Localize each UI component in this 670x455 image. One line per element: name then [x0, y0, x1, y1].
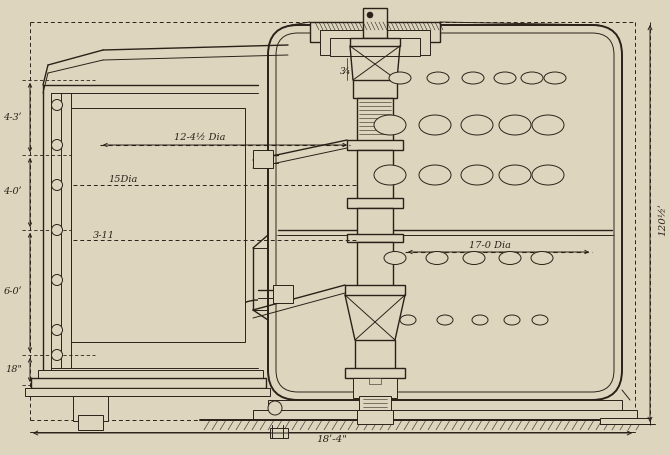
- Bar: [273, 285, 293, 303]
- Bar: [369, 378, 381, 384]
- Text: 18": 18": [5, 365, 22, 374]
- Ellipse shape: [462, 72, 484, 84]
- Bar: [600, 418, 650, 424]
- Circle shape: [268, 401, 282, 415]
- Ellipse shape: [531, 252, 553, 264]
- Ellipse shape: [532, 115, 564, 135]
- Circle shape: [52, 224, 62, 236]
- Circle shape: [52, 140, 62, 151]
- Circle shape: [52, 100, 62, 111]
- Ellipse shape: [463, 252, 485, 264]
- Circle shape: [52, 274, 62, 285]
- Bar: [320, 30, 430, 55]
- Bar: [347, 234, 403, 242]
- Ellipse shape: [461, 165, 493, 185]
- Circle shape: [52, 349, 62, 360]
- Ellipse shape: [499, 252, 521, 264]
- Circle shape: [52, 180, 62, 191]
- Bar: [345, 285, 405, 295]
- Bar: [357, 208, 393, 236]
- Ellipse shape: [426, 252, 448, 264]
- Bar: [355, 340, 395, 370]
- Ellipse shape: [544, 72, 566, 84]
- Bar: [38, 370, 263, 378]
- Bar: [253, 150, 273, 168]
- Bar: [330, 38, 420, 56]
- Ellipse shape: [400, 315, 416, 325]
- Text: 18ʹ-4": 18ʹ-4": [316, 435, 348, 445]
- Bar: [357, 98, 393, 143]
- Ellipse shape: [419, 115, 451, 135]
- Bar: [71, 108, 245, 342]
- Bar: [363, 8, 387, 38]
- Bar: [270, 428, 288, 438]
- Text: 15Dia: 15Dia: [108, 176, 137, 184]
- Bar: [25, 388, 270, 396]
- Text: 3⁄₄: 3⁄₄: [340, 67, 350, 76]
- Ellipse shape: [494, 72, 516, 84]
- Bar: [359, 396, 391, 411]
- Bar: [345, 368, 405, 378]
- Bar: [357, 410, 393, 424]
- Bar: [353, 80, 397, 98]
- Text: 6-0ʹ: 6-0ʹ: [3, 288, 22, 297]
- Ellipse shape: [472, 315, 488, 325]
- FancyBboxPatch shape: [276, 33, 614, 392]
- Ellipse shape: [384, 252, 406, 264]
- Circle shape: [52, 324, 62, 335]
- FancyBboxPatch shape: [268, 25, 622, 400]
- Ellipse shape: [504, 315, 520, 325]
- Ellipse shape: [521, 72, 543, 84]
- Bar: [347, 140, 403, 150]
- Ellipse shape: [532, 315, 548, 325]
- Text: 4-3ʹ: 4-3ʹ: [3, 112, 22, 121]
- Bar: [357, 150, 393, 200]
- Bar: [310, 22, 440, 42]
- Ellipse shape: [389, 72, 411, 84]
- Ellipse shape: [419, 165, 451, 185]
- Bar: [253, 410, 637, 420]
- Bar: [350, 38, 400, 46]
- Ellipse shape: [499, 115, 531, 135]
- Ellipse shape: [374, 165, 406, 185]
- Text: 12-4½ Dia: 12-4½ Dia: [174, 133, 226, 142]
- Ellipse shape: [437, 315, 453, 325]
- Bar: [268, 400, 622, 412]
- Ellipse shape: [499, 165, 531, 185]
- Ellipse shape: [374, 115, 406, 135]
- Circle shape: [367, 12, 373, 18]
- Bar: [353, 378, 397, 398]
- Ellipse shape: [532, 165, 564, 185]
- Bar: [347, 198, 403, 208]
- Ellipse shape: [461, 115, 493, 135]
- Bar: [31, 378, 266, 388]
- Bar: [357, 242, 393, 287]
- Text: 4-0ʹ: 4-0ʹ: [3, 187, 22, 197]
- Text: 17-0 Dia: 17-0 Dia: [469, 242, 511, 251]
- Text: 3-11: 3-11: [93, 231, 115, 239]
- Text: 120½ʹ: 120½ʹ: [658, 204, 667, 237]
- Bar: [78, 415, 103, 430]
- Bar: [73, 396, 108, 421]
- Ellipse shape: [427, 72, 449, 84]
